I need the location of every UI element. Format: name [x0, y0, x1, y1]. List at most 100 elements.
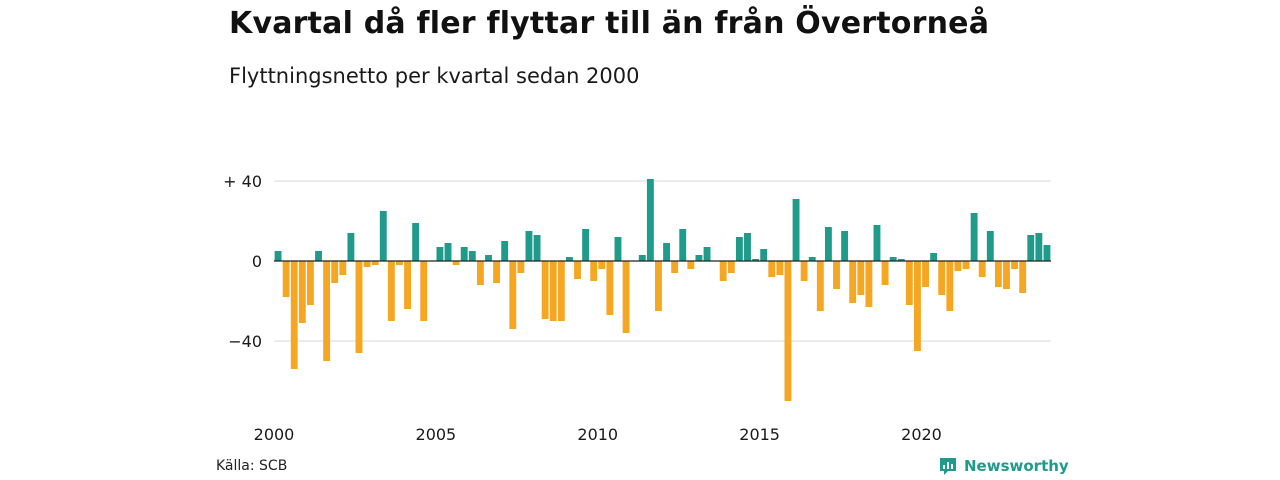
bar — [914, 261, 921, 351]
y-tick-label: + 40 — [223, 172, 262, 191]
bar — [614, 237, 622, 261]
bar — [517, 261, 525, 273]
bar — [849, 261, 857, 303]
bar — [994, 261, 1002, 287]
bar — [323, 261, 331, 361]
bar — [404, 261, 411, 309]
bar — [930, 253, 938, 261]
bar — [646, 179, 654, 261]
bar — [557, 261, 565, 321]
bar — [549, 261, 557, 321]
chart-title: Kvartal då fler flyttar till än från Öve… — [229, 6, 990, 41]
bar — [298, 261, 306, 323]
bar — [387, 261, 395, 321]
bar — [1019, 261, 1027, 293]
bar — [735, 237, 743, 261]
x-tick-label: 2010 — [577, 425, 618, 444]
bar — [719, 261, 727, 281]
bar — [905, 261, 913, 305]
brand-name: Newsworthy — [964, 457, 1069, 475]
bar — [687, 261, 695, 269]
bar — [1035, 233, 1043, 261]
axes: + 40 0 −40 2000 2005 2010 2015 2020 — [223, 172, 1051, 444]
bar — [824, 227, 832, 261]
bar — [533, 235, 541, 261]
bar — [962, 261, 970, 269]
bar — [841, 231, 849, 261]
x-tick-label: 2000 — [254, 425, 295, 444]
bar — [703, 247, 711, 261]
bar — [476, 261, 484, 285]
bar — [889, 257, 897, 261]
bar — [274, 251, 282, 261]
y-tick-label: −40 — [228, 332, 262, 351]
bar — [695, 255, 703, 261]
bar — [565, 257, 573, 261]
bar — [752, 259, 760, 261]
bar — [663, 243, 670, 261]
chart-subtitle: Flyttningsnetto per kvartal sedan 2000 — [229, 64, 640, 88]
x-tick-label: 2015 — [739, 425, 780, 444]
bar — [420, 261, 428, 321]
bar — [679, 229, 687, 261]
bar — [744, 233, 751, 261]
x-tick-label: 2020 — [901, 425, 942, 444]
bar — [784, 261, 792, 401]
bar — [509, 261, 517, 329]
bar — [363, 261, 371, 267]
bar — [873, 225, 881, 261]
bar — [590, 261, 598, 281]
bar — [460, 247, 468, 261]
bar — [792, 199, 800, 261]
bar — [379, 211, 387, 261]
brand-logo: Newsworthy — [938, 456, 1069, 476]
bar — [315, 251, 322, 261]
bar — [306, 261, 314, 305]
bar — [954, 261, 962, 271]
y-tick-label: 0 — [252, 252, 262, 271]
bar — [436, 247, 444, 261]
bar — [339, 261, 347, 275]
bar — [396, 261, 403, 265]
bar — [1027, 235, 1035, 261]
bar — [776, 261, 784, 275]
bar — [760, 249, 768, 261]
bar — [541, 261, 549, 319]
bar — [800, 261, 808, 281]
bar — [986, 231, 994, 261]
bar — [1043, 245, 1051, 261]
bar — [833, 261, 840, 289]
bar — [574, 261, 581, 279]
bar — [857, 261, 865, 295]
bar — [444, 243, 452, 261]
bar — [347, 233, 355, 261]
bar — [468, 251, 476, 261]
bar — [655, 261, 662, 311]
bar — [970, 213, 978, 261]
bar — [331, 261, 339, 283]
bar — [598, 261, 606, 269]
bar — [816, 261, 824, 311]
bar — [525, 231, 533, 261]
bar — [946, 261, 954, 311]
bar — [897, 259, 905, 261]
bar — [671, 261, 679, 273]
bar — [978, 261, 986, 277]
bar — [865, 261, 873, 307]
bar — [371, 261, 379, 265]
bars — [274, 179, 1051, 401]
newsworthy-logo-icon — [940, 458, 956, 475]
bar — [938, 261, 946, 295]
bar — [355, 261, 363, 353]
bar — [452, 261, 460, 265]
bar — [485, 255, 492, 261]
bar — [622, 261, 630, 333]
bar — [1011, 261, 1019, 269]
bar — [808, 257, 816, 261]
bar — [501, 241, 509, 261]
bar — [412, 223, 420, 261]
bar — [638, 255, 646, 261]
bar — [606, 261, 614, 315]
x-tick-label: 2005 — [416, 425, 457, 444]
